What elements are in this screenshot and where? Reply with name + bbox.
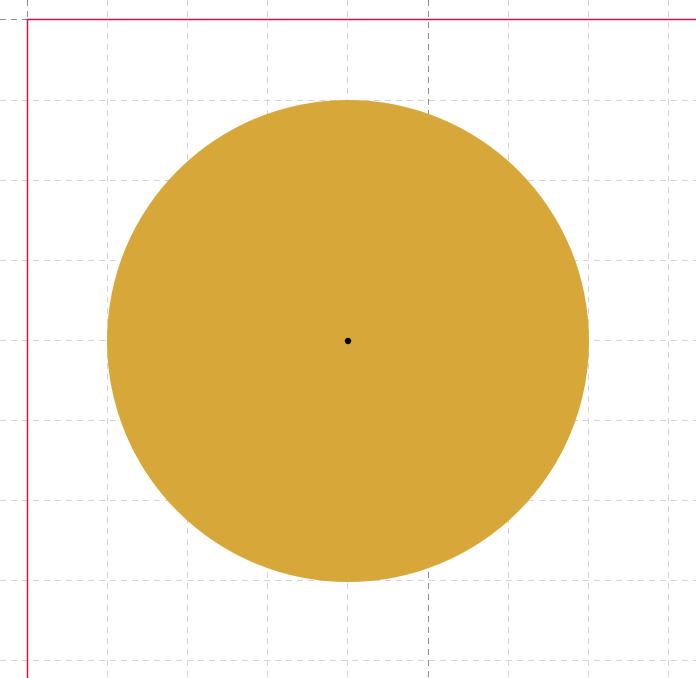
axes (26, 18, 696, 678)
circle-center-point (344, 337, 352, 345)
